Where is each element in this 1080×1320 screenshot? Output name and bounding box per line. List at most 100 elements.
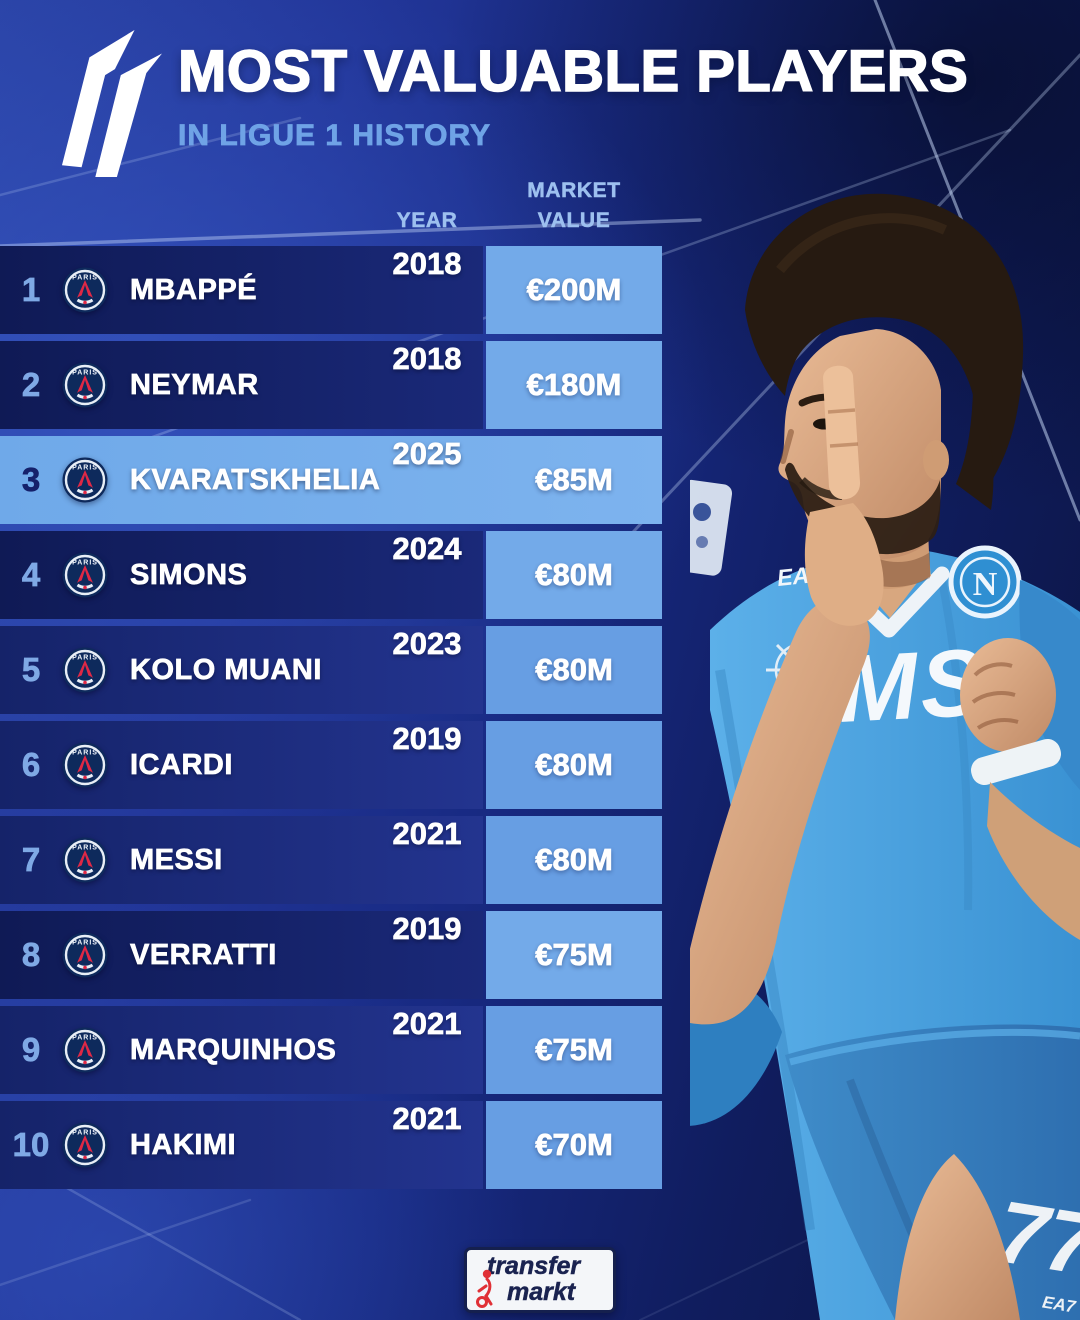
year-value: 2021 (392, 816, 462, 852)
svg-text:PARIS: PARIS (72, 370, 98, 377)
svg-text:PARIS: PARIS (72, 560, 98, 567)
table-row: 6 PARIS ICARDI 2019 €80M (0, 721, 662, 809)
brand-word-bottom: markt (507, 1278, 576, 1306)
svg-text:PARIS: PARIS (72, 655, 98, 662)
table-row: 7 PARIS MESSI 2021 €80M (0, 816, 662, 904)
rank-label: 6 (21, 746, 41, 784)
row-band: 8 PARIS VERRATTI (0, 911, 483, 999)
row-band: 6 PARIS ICARDI (0, 721, 483, 809)
ligue1-logo (61, 29, 162, 178)
page-title: MOST VALUABLE PLAYERS (177, 39, 969, 104)
row-band: 2 PARIS NEYMAR (0, 341, 483, 429)
shh-finger (823, 365, 861, 500)
table-row: 10 PARIS HAKIMI 2021 €70M (0, 1101, 662, 1189)
market-value-cell: €200M (486, 246, 662, 334)
market-value-cell: €75M (486, 1006, 662, 1094)
row-band: 10 PARIS HAKIMI (0, 1101, 483, 1189)
psg-crest-icon: PARIS (62, 1027, 108, 1073)
row-band: 9 PARIS MARQUINHOS (0, 1006, 483, 1094)
svg-text:PARIS: PARIS (72, 750, 98, 757)
psg-crest-icon: PARIS (62, 742, 108, 788)
market-value-cell: €85M (486, 436, 662, 524)
svg-text:PARIS: PARIS (72, 1130, 98, 1137)
table-row: 2 PARIS NEYMAR 2018 €180M (0, 341, 662, 429)
player-name: MARQUINHOS (130, 1033, 337, 1066)
svg-text:PARIS: PARIS (72, 845, 98, 852)
player-name: KVARATSKHELIA (130, 463, 381, 496)
column-header-market-line1: MARKET (527, 179, 621, 203)
market-value-cell: €80M (486, 531, 662, 619)
column-header-market-value: MARKET VALUE (486, 176, 662, 236)
year-value: 2021 (392, 1101, 462, 1137)
row-band: 7 PARIS MESSI (0, 816, 483, 904)
market-value-cell: €70M (486, 1101, 662, 1189)
market-value: €80M (535, 652, 613, 688)
year-value: 2018 (392, 246, 462, 282)
wristband (971, 738, 1061, 786)
hair (745, 193, 1024, 482)
header: MOST VALUABLE PLAYERS IN LIGUE 1 HISTORY (177, 39, 1038, 153)
row-band: 5 PARIS KOLO MUANI (0, 626, 483, 714)
player-name: SIMONS (130, 558, 248, 591)
market-value-cell: €75M (486, 911, 662, 999)
player-name: VERRATTI (130, 938, 277, 971)
table-row: 9 PARIS MARQUINHOS 2021 €75M (0, 1006, 662, 1094)
player-name: ICARDI (130, 748, 233, 781)
market-value: €80M (535, 557, 613, 593)
year-value: 2018 (392, 341, 462, 377)
market-value-cell: €180M (486, 341, 662, 429)
column-header-year: YEAR (396, 209, 458, 233)
table-row: 5 PARIS KOLO MUANI 2023 €80M (0, 626, 662, 714)
hand (804, 503, 884, 626)
players-table: 1 PARIS MBAPPÉ 2018 €200M 2 PARIS (0, 246, 662, 1196)
year-value: 2024 (392, 531, 462, 567)
rank-label: 1 (21, 271, 41, 309)
transfermarkt-logo: transfer markt (464, 1247, 616, 1313)
rank-label: 5 (21, 651, 41, 689)
row-band: 4 PARIS SIMONS (0, 531, 483, 619)
player-name: HAKIMI (130, 1128, 237, 1161)
market-value: €85M (535, 462, 613, 498)
transfermarkt-figure-icon (476, 1269, 493, 1308)
year-value: 2025 (392, 436, 462, 472)
shh-arm (690, 599, 870, 1025)
player-name: MESSI (130, 843, 223, 876)
rank-label: 2 (21, 366, 41, 404)
player-name: MBAPPÉ (130, 273, 258, 306)
market-value: €70M (535, 1127, 613, 1163)
brand-word-top: transfer (487, 1252, 581, 1280)
market-value: €80M (535, 842, 613, 878)
page-subtitle: IN LIGUE 1 HISTORY (178, 118, 492, 152)
market-value: €75M (535, 937, 613, 973)
psg-crest-icon: PARIS (62, 837, 108, 883)
svg-text:PARIS: PARIS (72, 465, 98, 472)
psg-crest-icon: PARIS (62, 932, 108, 978)
rank-label: 7 (21, 841, 41, 879)
market-value: €75M (535, 1032, 613, 1068)
svg-text:PARIS: PARIS (72, 1035, 98, 1042)
market-value-cell: €80M (486, 626, 662, 714)
market-value: €180M (526, 367, 622, 403)
market-value: €80M (535, 747, 613, 783)
psg-crest-icon: PARIS (62, 647, 108, 693)
rank-label: 9 (21, 1031, 41, 1069)
year-value: 2021 (392, 1006, 462, 1042)
table-row: 4 PARIS SIMONS 2024 €80M (0, 531, 662, 619)
psg-crest-icon: PARIS (62, 552, 108, 598)
rank-label: 10 (12, 1126, 50, 1164)
player-name: KOLO MUANI (130, 653, 322, 686)
psg-crest-icon: PARIS (62, 457, 108, 503)
player-photo-kvaratskhelia: EA7 N MSC 77 EA7 (690, 193, 1080, 1320)
psg-crest-icon: PARIS (62, 267, 108, 313)
player-name: NEYMAR (130, 368, 259, 401)
rank-label: 4 (21, 556, 41, 594)
psg-crest-icon: PARIS (62, 1122, 108, 1168)
table-row: 1 PARIS MBAPPÉ 2018 €200M (0, 246, 662, 334)
svg-text:PARIS: PARIS (72, 275, 98, 282)
svg-text:PARIS: PARIS (72, 940, 98, 947)
column-header-market-line2: VALUE (537, 209, 611, 233)
shorts (785, 1024, 1080, 1320)
year-value: 2019 (392, 721, 462, 757)
beard (785, 462, 941, 555)
